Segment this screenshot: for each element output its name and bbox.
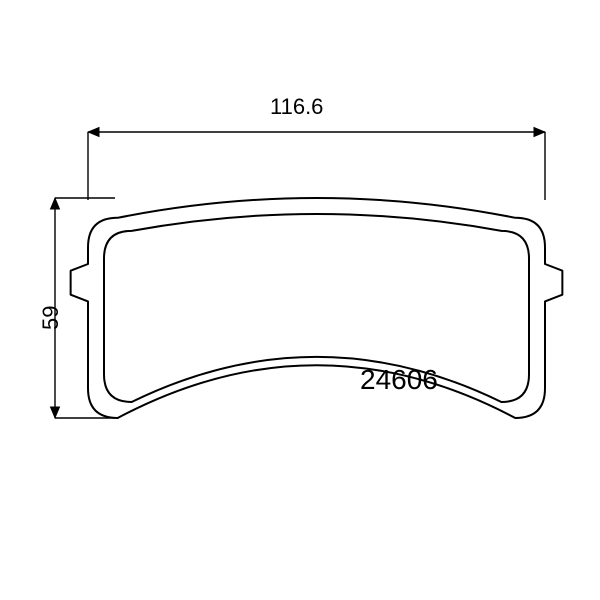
dimension-lines [55, 132, 545, 418]
dimension-height-label: 59 [38, 306, 64, 330]
dimension-width-label: 116.6 [270, 94, 323, 120]
brake-pad-drawing [0, 0, 600, 600]
part-number-label: 24606 [360, 364, 438, 396]
brake-pad-outline [71, 198, 563, 418]
